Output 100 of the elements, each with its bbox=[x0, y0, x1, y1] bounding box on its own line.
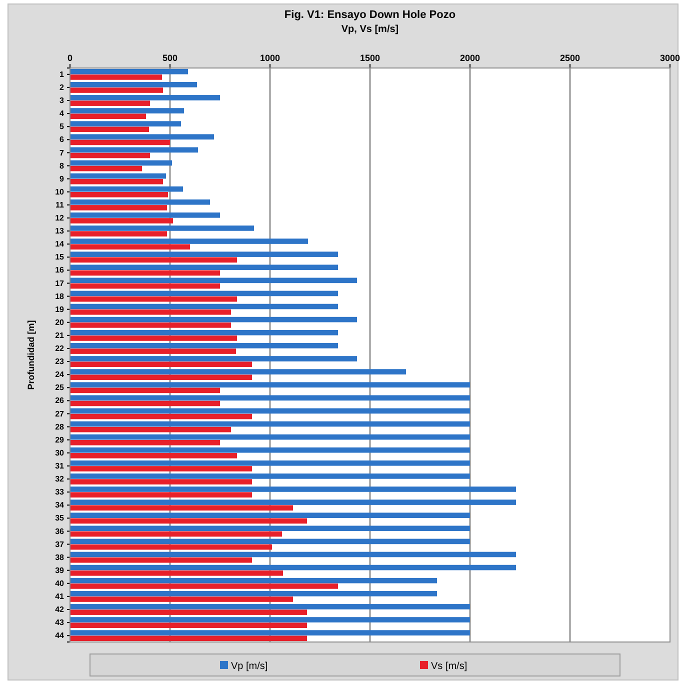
y-tick-label: 34 bbox=[55, 500, 65, 510]
y-tick-label: 8 bbox=[60, 161, 65, 170]
bar bbox=[70, 270, 220, 276]
bar bbox=[70, 382, 470, 388]
y-tick-label: 43 bbox=[55, 618, 65, 628]
bar bbox=[70, 466, 252, 472]
bar bbox=[70, 584, 338, 589]
y-tick-label: 25 bbox=[55, 383, 65, 392]
y-tick-label: 11 bbox=[56, 200, 65, 210]
bar bbox=[70, 552, 516, 558]
bar bbox=[70, 68, 188, 74]
bar bbox=[70, 212, 220, 218]
bar bbox=[70, 218, 173, 224]
x-tick-label: 2000 bbox=[460, 53, 480, 63]
bar bbox=[70, 205, 167, 210]
y-tick-label: 7 bbox=[60, 148, 65, 158]
bar bbox=[70, 434, 470, 440]
bar bbox=[70, 192, 168, 198]
y-tick-label: 39 bbox=[55, 566, 65, 575]
y-tick-label: 21 bbox=[55, 330, 65, 340]
bar bbox=[70, 343, 338, 348]
y-tick-label: 29 bbox=[55, 435, 65, 444]
bar bbox=[70, 140, 170, 146]
x-tick-label: 1000 bbox=[260, 53, 280, 63]
bar bbox=[70, 362, 252, 367]
y-tick-label: 35 bbox=[55, 514, 65, 523]
bar bbox=[70, 617, 470, 622]
x-tick-label: 2500 bbox=[560, 53, 580, 63]
bar bbox=[70, 278, 357, 284]
bar bbox=[70, 82, 197, 88]
bar bbox=[70, 557, 252, 563]
x-tick-label: 500 bbox=[162, 53, 178, 63]
y-tick-label: 20 bbox=[55, 318, 65, 327]
chart-title: Fig. V1: Ensayo Down Hole Pozo bbox=[284, 9, 456, 21]
bar bbox=[70, 336, 237, 341]
bar bbox=[70, 505, 293, 511]
bar bbox=[70, 408, 470, 414]
y-tick-label: 15 bbox=[55, 252, 65, 262]
bar bbox=[70, 453, 237, 458]
bar bbox=[70, 526, 470, 532]
bar bbox=[70, 264, 338, 270]
x-tick-label: 3000 bbox=[660, 53, 680, 63]
bar bbox=[70, 531, 282, 537]
bar bbox=[70, 290, 338, 296]
bar bbox=[70, 492, 252, 498]
legend-label: Vp [m/s] bbox=[231, 661, 268, 672]
y-tick-label: 28 bbox=[55, 422, 65, 432]
y-tick-label: 10 bbox=[55, 187, 65, 196]
y-tick-label: 37 bbox=[55, 540, 65, 549]
y-tick-label: 36 bbox=[55, 526, 65, 536]
bar bbox=[70, 257, 237, 263]
bar bbox=[70, 238, 308, 244]
bar bbox=[70, 564, 516, 570]
bar bbox=[70, 74, 162, 80]
legend-label: Vs [m/s] bbox=[431, 661, 468, 672]
bar bbox=[70, 330, 338, 336]
bar bbox=[70, 95, 220, 100]
bar bbox=[70, 186, 183, 192]
bar bbox=[70, 388, 220, 394]
y-tick-label: 14 bbox=[55, 240, 65, 249]
bar bbox=[70, 283, 220, 289]
bar bbox=[70, 147, 198, 153]
bar bbox=[70, 590, 437, 596]
y-tick-label: 27 bbox=[55, 409, 65, 418]
bar bbox=[70, 252, 338, 257]
bar bbox=[70, 226, 254, 231]
bar bbox=[70, 166, 142, 172]
y-tick-label: 17 bbox=[55, 278, 65, 288]
bar bbox=[70, 596, 293, 602]
bar bbox=[70, 630, 470, 636]
y-tick-label: 26 bbox=[55, 396, 65, 406]
bar bbox=[70, 88, 163, 93]
y-tick-label: 42 bbox=[55, 605, 65, 614]
y-tick-label: 31 bbox=[55, 461, 65, 470]
bar bbox=[70, 395, 470, 401]
y-tick-label: 30 bbox=[55, 448, 65, 458]
y-tick-label: 32 bbox=[55, 474, 65, 484]
y-tick-label: 38 bbox=[55, 552, 65, 562]
y-tick-label: 23 bbox=[55, 357, 65, 366]
bar bbox=[70, 486, 516, 492]
bar bbox=[70, 538, 470, 544]
y-tick-label: 5 bbox=[60, 122, 65, 132]
y-tick-label: 44 bbox=[55, 631, 65, 640]
bar bbox=[70, 479, 252, 484]
y-tick-label: 4 bbox=[60, 109, 65, 118]
y-tick-label: 12 bbox=[55, 214, 65, 223]
bar bbox=[70, 316, 357, 322]
bar bbox=[70, 414, 252, 420]
y-tick-label: 1 bbox=[60, 70, 65, 79]
bar bbox=[70, 309, 231, 315]
bar bbox=[70, 199, 210, 205]
bar bbox=[70, 356, 357, 362]
bar bbox=[70, 440, 220, 446]
bar bbox=[70, 421, 470, 427]
y-tick-label: 16 bbox=[55, 266, 65, 275]
bar bbox=[70, 134, 214, 140]
y-tick-label: 13 bbox=[55, 226, 65, 236]
bar bbox=[70, 460, 470, 466]
bar bbox=[70, 578, 437, 584]
bar bbox=[70, 369, 406, 374]
